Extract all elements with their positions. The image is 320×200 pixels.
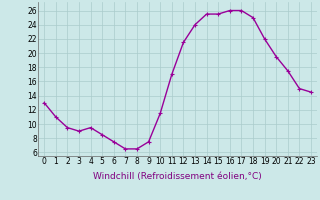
X-axis label: Windchill (Refroidissement éolien,°C): Windchill (Refroidissement éolien,°C) (93, 172, 262, 181)
